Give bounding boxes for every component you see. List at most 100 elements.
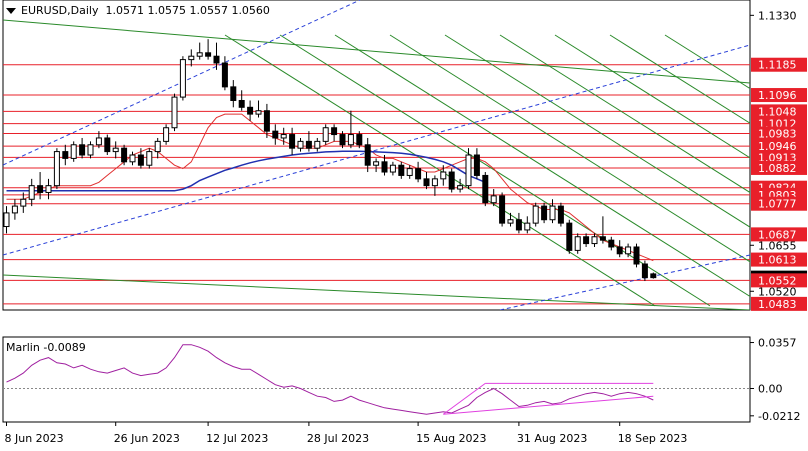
candle-body [255, 110, 262, 115]
date-label: 15 Aug 2023 [416, 432, 486, 445]
date-label: 12 Jul 2023 [206, 432, 268, 445]
candle-body [37, 185, 44, 193]
candle-body [482, 174, 489, 204]
candle-body [599, 236, 606, 241]
candle-body [163, 127, 170, 142]
candle-body [280, 134, 287, 139]
candle-body [608, 239, 615, 248]
candle-body [331, 127, 338, 136]
price-label-box [751, 296, 807, 311]
level-price-label: 1.0483 [758, 298, 797, 311]
candle-body [431, 178, 438, 187]
candle-body [625, 246, 632, 255]
chart-header: EURUSD,Daily 1.0571 1.0575 1.0557 1.0560 [6, 4, 270, 17]
triangle-side-line [443, 382, 486, 415]
candle-body [70, 144, 77, 159]
candle-body [154, 140, 161, 153]
candle-body [188, 55, 195, 61]
price-label-box [751, 252, 807, 267]
candle-body [339, 134, 346, 146]
triangle-bottom-line [443, 395, 654, 415]
candle-body [205, 52, 212, 57]
candle-body [213, 55, 220, 64]
price-label-box [751, 57, 807, 72]
level-price-label: 1.0946 [758, 140, 797, 153]
candle-body [490, 195, 497, 204]
price-label-box [751, 126, 807, 141]
channel-line [499, 34, 750, 194]
candle-body [499, 195, 506, 224]
moving-average-blue [6, 150, 486, 192]
candle-body [112, 147, 119, 153]
candle-body [448, 171, 455, 190]
level-price-label: 1.0552 [758, 274, 797, 287]
candle-body [583, 236, 590, 245]
price-pane-frame [2, 0, 751, 311]
candle-body [129, 154, 136, 163]
candle-body [465, 154, 472, 187]
candle-body [62, 151, 69, 159]
candle-body [104, 137, 111, 153]
candle-body [364, 144, 371, 166]
date-label: 18 Sep 2023 [618, 432, 688, 445]
price-label-box [751, 196, 807, 211]
indicator-scale-label: 0.0357 [758, 337, 797, 350]
candle-body [473, 154, 480, 176]
candle-body [423, 178, 430, 187]
candle-body [263, 110, 270, 132]
channel-line [389, 34, 750, 263]
trend-line-lower [3, 274, 750, 310]
candle-body [347, 134, 354, 146]
oscillator-line [6, 344, 654, 415]
blue-channel-line [499, 254, 750, 310]
date-label: 8 Jun 2023 [5, 432, 64, 445]
indicator-scale-label: 0.00 [758, 383, 783, 396]
candle-body [381, 161, 388, 173]
candle-body [53, 151, 60, 187]
candle-body [289, 134, 296, 149]
candle-body [238, 99, 245, 108]
price-tick-label: 1.1330 [758, 9, 797, 22]
candle-body [221, 62, 228, 88]
level-price-label: 1.0777 [758, 198, 797, 211]
blue-channel-line [3, 44, 750, 256]
price-tick-label: 1.0520 [758, 285, 797, 298]
candle-body [356, 134, 363, 146]
candle-body [79, 144, 86, 156]
candle-body [515, 219, 522, 231]
channel-line [609, 34, 750, 124]
candle-body [389, 164, 396, 173]
candle-body [566, 222, 573, 251]
price-label-box [751, 160, 807, 175]
candle-body [28, 185, 35, 200]
candle-body [322, 127, 329, 142]
candle-body [557, 205, 564, 224]
candle-body [641, 263, 648, 279]
candle-body [616, 246, 623, 255]
candle-body [146, 151, 153, 166]
candle-body [524, 222, 531, 231]
candle-body [574, 236, 581, 251]
chart-menu-arrow-icon[interactable] [6, 8, 16, 14]
trend-line-upper [3, 19, 750, 84]
indicator-value: -0.0089 [43, 341, 86, 354]
candle-body [373, 161, 380, 166]
price-tick-label: 1.0655 [758, 239, 797, 252]
channel-line [664, 34, 750, 90]
candle-body [171, 96, 178, 129]
price-label-box [751, 227, 807, 242]
candle-body [179, 59, 186, 98]
level-price-label: 1.0613 [758, 254, 797, 267]
price-label-box [751, 104, 807, 119]
candle-body [406, 168, 413, 176]
candle-body [45, 185, 52, 193]
level-price-label: 1.0882 [758, 162, 797, 175]
symbol-timeframe: EURUSD,Daily [21, 4, 99, 17]
candle-body [20, 198, 27, 207]
date-label: 28 Jul 2023 [307, 432, 369, 445]
level-price-label: 1.1096 [758, 89, 797, 102]
candle-body [196, 52, 203, 57]
level-price-label: 1.1048 [758, 105, 797, 118]
candle-body [532, 205, 539, 224]
